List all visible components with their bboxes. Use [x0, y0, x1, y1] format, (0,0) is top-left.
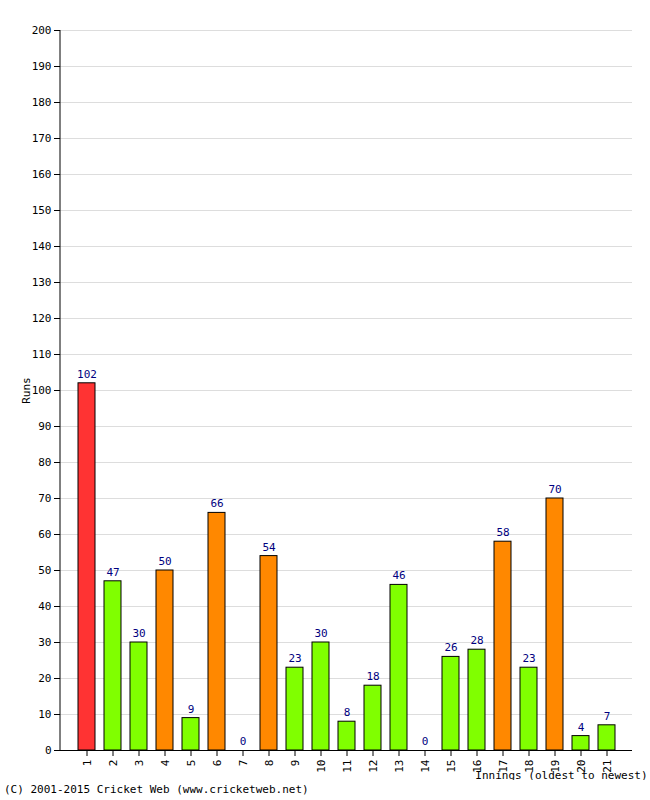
svg-text:6: 6 — [211, 760, 224, 767]
svg-text:110: 110 — [32, 348, 52, 361]
svg-text:50: 50 — [38, 564, 51, 577]
svg-text:70: 70 — [38, 492, 51, 505]
svg-text:9: 9 — [289, 760, 302, 767]
svg-text:21: 21 — [600, 759, 614, 773]
svg-text:20: 20 — [38, 672, 51, 685]
svg-text:19: 19 — [548, 759, 562, 773]
svg-text:0: 0 — [45, 744, 52, 757]
svg-text:70: 70 — [548, 483, 561, 496]
svg-text:102: 102 — [77, 368, 97, 381]
svg-text:46: 46 — [392, 569, 405, 582]
svg-text:54: 54 — [262, 541, 276, 554]
svg-text:2: 2 — [107, 760, 120, 767]
svg-text:30: 30 — [314, 627, 327, 640]
svg-text:Innings (oldest to newest): Innings (oldest to newest) — [475, 769, 647, 781]
svg-text:18: 18 — [366, 670, 379, 683]
svg-text:0: 0 — [240, 735, 247, 748]
svg-text:23: 23 — [288, 652, 301, 665]
svg-text:15: 15 — [445, 760, 458, 773]
svg-text:40: 40 — [38, 600, 51, 613]
svg-text:4: 4 — [159, 759, 172, 766]
svg-text:17: 17 — [496, 759, 510, 773]
svg-text:120: 120 — [32, 312, 52, 325]
svg-text:11: 11 — [341, 760, 354, 773]
svg-text:16: 16 — [470, 759, 484, 773]
svg-text:8: 8 — [263, 760, 276, 767]
svg-text:30: 30 — [38, 636, 51, 649]
svg-text:150: 150 — [32, 204, 52, 217]
svg-text:60: 60 — [38, 528, 51, 541]
svg-text:4: 4 — [578, 721, 585, 734]
svg-text:180: 180 — [32, 96, 52, 109]
svg-text:5: 5 — [185, 760, 198, 767]
html-text:(C) 2001-2015 Cricket Web (www: (C) 2001-2015 Cricket Web (www.cricketwe… — [4, 783, 309, 796]
svg-text:160: 160 — [32, 168, 52, 181]
svg-text:200: 200 — [32, 24, 52, 37]
svg-text:13: 13 — [393, 760, 406, 773]
svg-text:0: 0 — [422, 735, 429, 748]
svg-text:9: 9 — [188, 703, 195, 716]
svg-text:7: 7 — [237, 760, 250, 767]
svg-text:90: 90 — [38, 420, 51, 433]
svg-text:7: 7 — [604, 710, 611, 723]
svg-text:140: 140 — [32, 240, 52, 253]
svg-text:50: 50 — [158, 555, 171, 568]
svg-text:1: 1 — [81, 760, 94, 767]
svg-text:100: 100 — [32, 384, 52, 397]
svg-text:8: 8 — [344, 706, 351, 719]
svg-text:28: 28 — [470, 634, 483, 647]
svg-text:30: 30 — [132, 627, 145, 640]
svg-text:Runs: Runs — [20, 377, 33, 404]
svg-text:26: 26 — [444, 641, 457, 654]
svg-text:130: 130 — [32, 276, 52, 289]
svg-text:12: 12 — [367, 760, 380, 773]
svg-text:47: 47 — [106, 566, 119, 579]
svg-text:190: 190 — [32, 60, 52, 73]
svg-text:18: 18 — [522, 759, 536, 773]
svg-text:10: 10 — [38, 708, 51, 721]
svg-text:10: 10 — [315, 760, 328, 773]
svg-text:58: 58 — [496, 526, 509, 539]
svg-text:14: 14 — [419, 759, 432, 773]
svg-text:3: 3 — [133, 760, 146, 767]
svg-text:20: 20 — [574, 759, 588, 773]
svg-text:80: 80 — [38, 456, 51, 469]
svg-text:66: 66 — [210, 497, 223, 510]
svg-text:170: 170 — [32, 132, 52, 145]
svg-text:23: 23 — [522, 652, 535, 665]
